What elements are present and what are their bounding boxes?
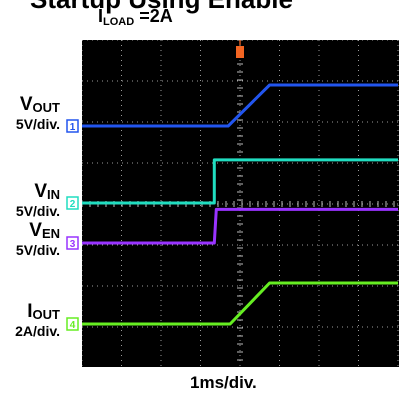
load-current-value: =2A xyxy=(134,6,173,26)
vout-scale: 5V/div. xyxy=(15,116,60,132)
channel-marker-number: 4 xyxy=(70,320,76,331)
iout-channel-label: IOUT 2A/div. xyxy=(4,301,60,340)
channel-marker-box xyxy=(66,236,79,250)
traces: T xyxy=(82,40,398,326)
iout-subscript: OUT xyxy=(32,307,60,322)
iout-symbol: I xyxy=(27,301,33,322)
x-axis-label: 1ms/div. xyxy=(190,373,257,392)
trace-vout xyxy=(82,83,398,128)
ven-channel-label: VEN 5V/div. xyxy=(4,220,60,259)
trigger-marker xyxy=(236,46,244,58)
load-current-subscript: LOAD xyxy=(103,16,135,28)
load-current-symbol: I xyxy=(98,6,104,26)
iout-scale: 2A/div. xyxy=(15,323,60,339)
channel-marker-number: 3 xyxy=(70,239,76,250)
channel-marker-4: 4 xyxy=(66,317,79,331)
channel-marker-box xyxy=(66,196,79,210)
vin-symbol: V xyxy=(34,181,47,202)
ven-subscript: EN xyxy=(41,226,60,241)
scope-screen: T xyxy=(82,40,399,367)
vout-channel-label: VOUT 5V/div. xyxy=(4,94,60,133)
trace-ven xyxy=(82,207,398,245)
channel-marker-box xyxy=(66,317,79,331)
vin-scale: 5V/div. xyxy=(15,203,60,219)
vout-symbol: V xyxy=(19,94,33,115)
trace-iout xyxy=(82,281,398,326)
ven-symbol: V xyxy=(29,220,42,241)
channel-marker-3: 3 xyxy=(66,236,79,250)
vout-subscript: OUT xyxy=(32,100,60,115)
vin-channel-label: VIN 5V/div. xyxy=(4,181,60,220)
channel-marker-2: 2 xyxy=(66,196,79,210)
trace-vin xyxy=(82,158,398,205)
channel-marker-box xyxy=(66,119,79,133)
figure-title-fragment: Startup Using Enable xyxy=(30,0,390,14)
channel-marker-1: 1 xyxy=(66,119,79,133)
trigger-label: T xyxy=(237,40,243,47)
channel-marker-number: 1 xyxy=(70,122,76,133)
vin-subscript: IN xyxy=(47,187,60,202)
channel-marker-number: 2 xyxy=(70,199,76,210)
ven-scale: 5V/div. xyxy=(15,242,60,258)
load-current-label: ILOAD =2A xyxy=(98,6,173,32)
